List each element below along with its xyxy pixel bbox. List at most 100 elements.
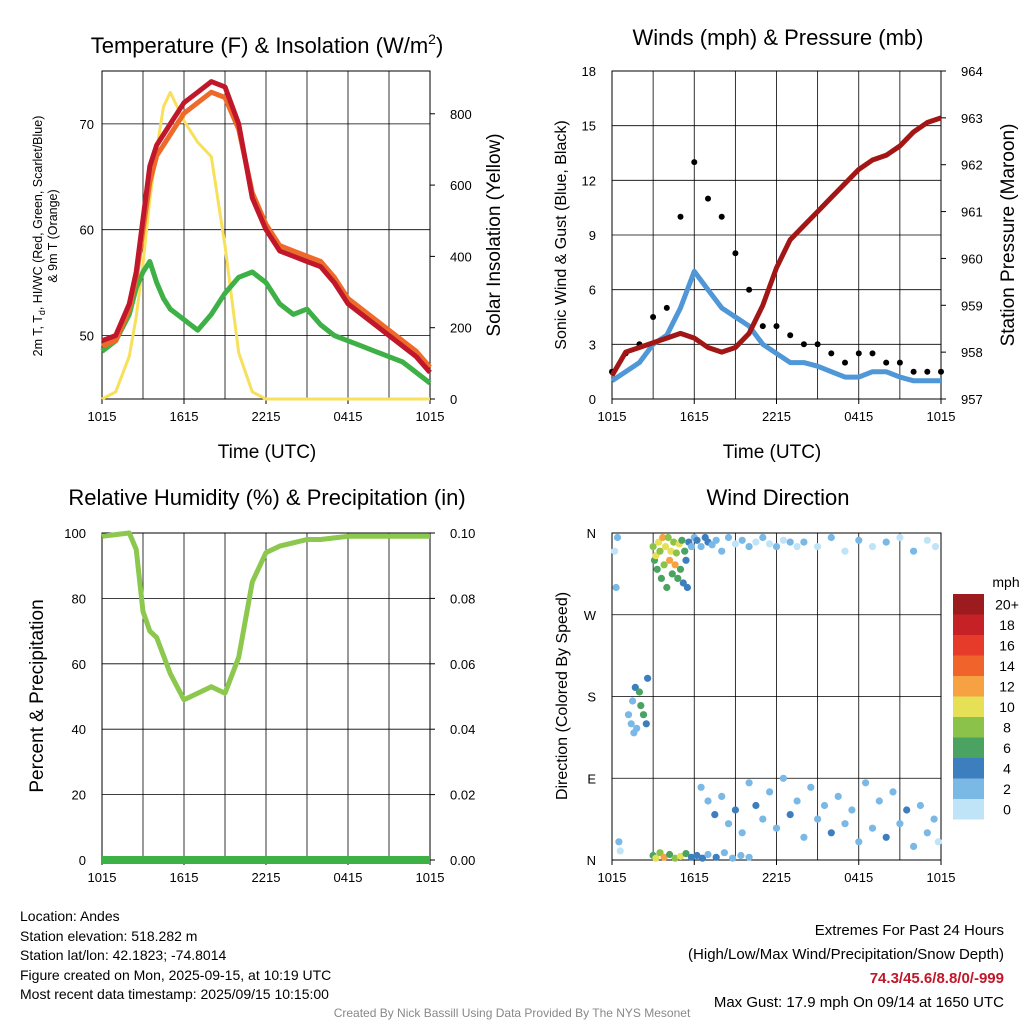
direction-point xyxy=(664,533,672,542)
speed-colorbar-legend: mph 20+ 18 16 14 12 10 8 6 4 2 0 xyxy=(953,574,1020,820)
direction-point xyxy=(661,543,670,551)
direction-point xyxy=(659,533,667,542)
direction-point xyxy=(704,850,712,859)
direction-point xyxy=(848,806,856,814)
colorbar-label: 10 xyxy=(999,699,1015,715)
y-tick-label: 100 xyxy=(64,526,86,541)
y-tick-label: 20 xyxy=(72,788,86,803)
colorbar-label: 6 xyxy=(1003,740,1011,756)
y-tick-label: 60 xyxy=(80,223,94,238)
gust-point xyxy=(910,368,917,375)
colorbar-label: 8 xyxy=(1003,719,1011,735)
winds-panel: 1015 1615 2215 0415 101503691215189579589599… xyxy=(582,64,983,424)
gust-point xyxy=(800,341,807,348)
direction-point xyxy=(663,583,671,592)
direction-point xyxy=(698,854,707,862)
direction-point xyxy=(667,547,675,555)
y-tick-label: S xyxy=(587,690,596,705)
direction-point xyxy=(779,536,788,544)
extremes-values: 74.3/45.6/8.8/0/-999 xyxy=(869,970,1004,987)
direction-point xyxy=(759,533,767,542)
gust-point xyxy=(787,332,794,339)
colorbar-swatch xyxy=(953,799,984,820)
direction-point xyxy=(660,561,668,569)
direction-point xyxy=(666,556,674,564)
direction-point xyxy=(637,702,645,710)
direction-point xyxy=(642,720,650,728)
colorbar-swatch xyxy=(953,717,984,738)
direction-point xyxy=(627,720,635,728)
winds-ylabel-right: Station Pressure (Maroon) xyxy=(998,124,1019,347)
y2-tick-label: 962 xyxy=(961,158,983,173)
direction-point xyxy=(834,792,842,801)
direction-point xyxy=(772,543,781,551)
y2-tick-label: 0.08 xyxy=(450,591,475,606)
direction-point xyxy=(718,547,726,555)
station-pressure-line xyxy=(609,115,942,377)
direction-point xyxy=(841,820,849,828)
direction-point xyxy=(712,536,720,544)
humidity-line xyxy=(101,530,430,703)
direction-point xyxy=(668,570,676,578)
y-tick-label: 50 xyxy=(80,329,94,344)
direction-point xyxy=(656,547,664,555)
direction-point xyxy=(889,788,897,796)
x-tick-label: 1015 xyxy=(598,870,627,885)
x-tick-label: 1015 xyxy=(927,409,956,424)
direction-point xyxy=(635,688,644,696)
direction-point xyxy=(882,538,890,546)
direction-point xyxy=(759,815,767,823)
y2-tick-label: 0.10 xyxy=(450,526,475,541)
direction-point xyxy=(611,547,619,555)
direction-point xyxy=(711,811,719,819)
x-tick-label: 1015 xyxy=(416,870,445,885)
direction-point xyxy=(683,583,692,592)
gust-point xyxy=(650,314,657,320)
y-tick-label: 15 xyxy=(582,119,596,134)
direction-point xyxy=(729,854,737,862)
y2-tick-label: 400 xyxy=(450,249,472,264)
y2-tick-label: 0 xyxy=(450,392,457,407)
direction-point xyxy=(613,533,622,542)
x-tick-label: 1615 xyxy=(680,870,709,885)
direction-point xyxy=(752,801,760,810)
direction-point xyxy=(745,543,753,551)
direction-point xyxy=(820,801,829,810)
gust-point xyxy=(773,323,780,330)
colorbar-swatch xyxy=(953,778,984,799)
y-tick-label: 0 xyxy=(589,392,596,407)
direction-point xyxy=(827,533,835,542)
recent-data-timestamp: Most recent data timestamp: 2025/09/15 1… xyxy=(20,986,329,1002)
x-tick-label: 0415 xyxy=(334,409,363,424)
direction-point xyxy=(678,536,686,544)
direction-point xyxy=(660,853,668,861)
direction-point xyxy=(814,815,822,823)
direction-point xyxy=(624,711,633,719)
direction-point xyxy=(827,829,835,837)
direction-point xyxy=(855,838,863,846)
colorbar-label: 16 xyxy=(999,637,1015,653)
y2-tick-label: 600 xyxy=(450,178,472,193)
humidity-title: Relative Humidity (%) & Precipitation (i… xyxy=(68,485,465,510)
direction-point xyxy=(875,797,883,805)
x-tick-label: 1015 xyxy=(927,870,956,885)
direction-point xyxy=(724,533,733,542)
humidity-panel: 1015 1615 2215 0415 10150204060801000.000.02… xyxy=(64,526,475,885)
winds-xlabel: Time (UTC) xyxy=(723,442,822,463)
direction-point xyxy=(655,538,663,546)
direction-point xyxy=(615,838,623,846)
direction-point xyxy=(631,683,639,692)
direction-point xyxy=(745,779,753,787)
gust-point xyxy=(691,159,698,166)
direction-point xyxy=(693,851,701,860)
credit-line: Created By Nick Bassill Using Data Provi… xyxy=(333,1006,691,1020)
direction-point xyxy=(616,847,624,855)
direction-point xyxy=(682,556,690,564)
direction-point xyxy=(681,547,689,555)
direction-point xyxy=(731,540,740,548)
direction-point xyxy=(671,561,679,569)
colorbar-swatch xyxy=(953,696,984,717)
figure-created: Figure created on Mon, 2025-09-15, at 10… xyxy=(20,966,332,983)
direction-point xyxy=(855,536,863,544)
gust-point xyxy=(705,195,711,202)
